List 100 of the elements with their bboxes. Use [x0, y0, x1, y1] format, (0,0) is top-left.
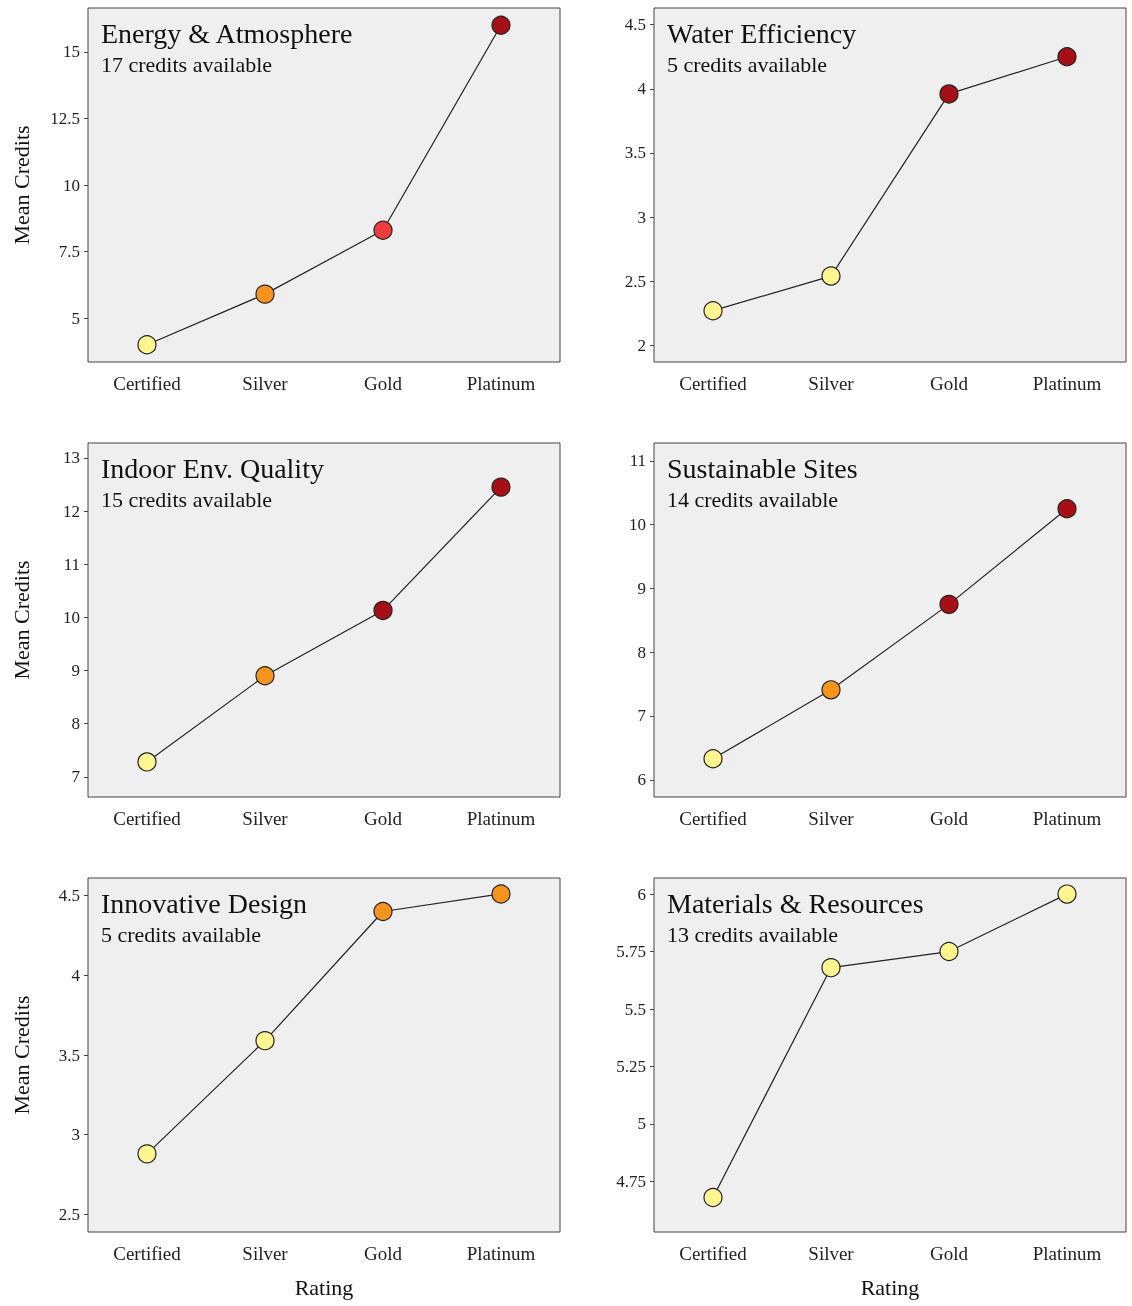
x-tick-label: Gold [364, 1243, 403, 1264]
point [1057, 499, 1077, 519]
y-tick-label: 3.5 [58, 1045, 80, 1065]
point [821, 680, 841, 700]
y-tick-label: 11 [629, 451, 646, 471]
y-tick-label: 7 [637, 706, 647, 726]
x-tick-label: Gold [930, 1243, 969, 1264]
y-tick-label: 9 [637, 578, 646, 598]
text: 17 credits available [101, 51, 273, 77]
y-tick-label: 3 [637, 207, 646, 227]
y-tick-label: 2 [637, 335, 646, 355]
y-tick-label: 6 [637, 884, 646, 904]
point [491, 884, 511, 904]
y-tick-label: 5.5 [624, 999, 646, 1019]
x-tick-label: Silver [808, 808, 855, 829]
text: 5 credits available [667, 51, 828, 77]
x-tick-label: Silver [242, 373, 289, 394]
x-tick-label: Silver [242, 808, 289, 829]
chart-title: Materials & Resources [667, 887, 924, 919]
x-tick-label: Platinum [466, 373, 536, 394]
x-tick-label: Silver [808, 1243, 855, 1264]
chart-title: Sustainable Sites [667, 452, 858, 484]
point [1057, 884, 1077, 904]
y-tick-label: 4.75 [616, 1171, 646, 1191]
x-tick-label: Platinum [1032, 808, 1102, 829]
y-tick-label: 10 [63, 607, 80, 627]
y-tick-label: 12 [63, 501, 80, 521]
point [939, 84, 959, 104]
x-tick-label: Certified [679, 373, 748, 394]
point [703, 1187, 723, 1208]
y-tick-label: 10 [63, 175, 80, 195]
y-tick-label: 5.75 [616, 942, 646, 962]
y-tick-label: 4.5 [624, 15, 646, 35]
y-tick-label: 3 [71, 1125, 80, 1145]
y-tick-label: 6 [637, 770, 646, 790]
y-tick-label: 8 [71, 714, 80, 734]
x-tick-label: Gold [930, 373, 969, 394]
text: 15 credits available [101, 486, 273, 512]
y-tick-label: 7.5 [58, 242, 80, 262]
y-tick-label: 2.5 [58, 1204, 80, 1224]
y-axis-title: Mean Credits [8, 125, 34, 245]
y-tick-label: 13 [63, 448, 80, 468]
text: 5 credits available [101, 921, 262, 947]
x-tick-label: Silver [808, 373, 855, 394]
chart-title: Indoor Env. Quality [101, 452, 324, 484]
point [373, 901, 393, 922]
point [703, 749, 723, 769]
y-tick-label: 7 [71, 767, 81, 787]
point [1057, 47, 1077, 67]
point [137, 1144, 157, 1164]
x-tick-label: Certified [113, 373, 182, 394]
chart-title: Innovative Design [101, 887, 308, 919]
y-tick-label: 12.5 [50, 108, 80, 128]
y-tick-label: 9 [71, 661, 80, 680]
x-tick-label: Certified [679, 808, 748, 829]
y-tick-label: 10 [629, 515, 646, 535]
y-tick-label: 11 [63, 554, 80, 574]
x-axis-title: Rating [294, 1274, 354, 1300]
x-tick-label: Gold [364, 373, 403, 394]
x-tick-label: Platinum [466, 1243, 536, 1264]
y-tick-label: 5 [71, 308, 80, 328]
point [255, 1031, 275, 1051]
point [255, 284, 275, 304]
y-axis-title: Mean Credits [8, 560, 34, 680]
x-tick-label: Certified [679, 1243, 748, 1264]
y-tick-label: 4.5 [58, 886, 80, 906]
y-tick-label: 15 [63, 42, 80, 62]
point [137, 335, 157, 355]
x-tick-label: Gold [930, 808, 969, 829]
y-tick-label: 2.5 [624, 271, 646, 291]
point [821, 266, 841, 286]
y-tick-label: 3.5 [624, 143, 646, 163]
x-tick-label: Platinum [466, 808, 536, 829]
chart-title: Water Efficiency [667, 17, 857, 49]
y-tick-label: 8 [637, 642, 646, 662]
text: 14 credits available [667, 486, 839, 512]
point [939, 941, 959, 962]
x-tick-label: Certified [113, 1243, 182, 1264]
y-tick-label: 4 [637, 79, 647, 99]
chart-title: Energy & Atmosphere [101, 17, 353, 49]
x-tick-label: Silver [242, 1243, 289, 1264]
x-tick-label: Gold [364, 808, 403, 829]
point [821, 958, 841, 978]
y-axis-title: Mean Credits [8, 995, 34, 1115]
x-tick-label: Platinum [1032, 1243, 1102, 1264]
point [255, 666, 275, 686]
point [491, 15, 511, 35]
point [137, 752, 157, 772]
point [373, 220, 393, 240]
point [703, 301, 723, 321]
y-tick-label: 5 [637, 1114, 646, 1134]
point [939, 594, 959, 614]
text: 13 credits available [667, 921, 839, 947]
y-tick-label: 4 [71, 965, 81, 985]
point [373, 600, 393, 621]
x-tick-label: Platinum [1032, 373, 1102, 394]
x-tick-label: Certified [113, 808, 182, 829]
y-tick-label: 5.25 [616, 1056, 646, 1076]
point [491, 477, 511, 497]
x-axis-title: Rating [860, 1274, 920, 1300]
